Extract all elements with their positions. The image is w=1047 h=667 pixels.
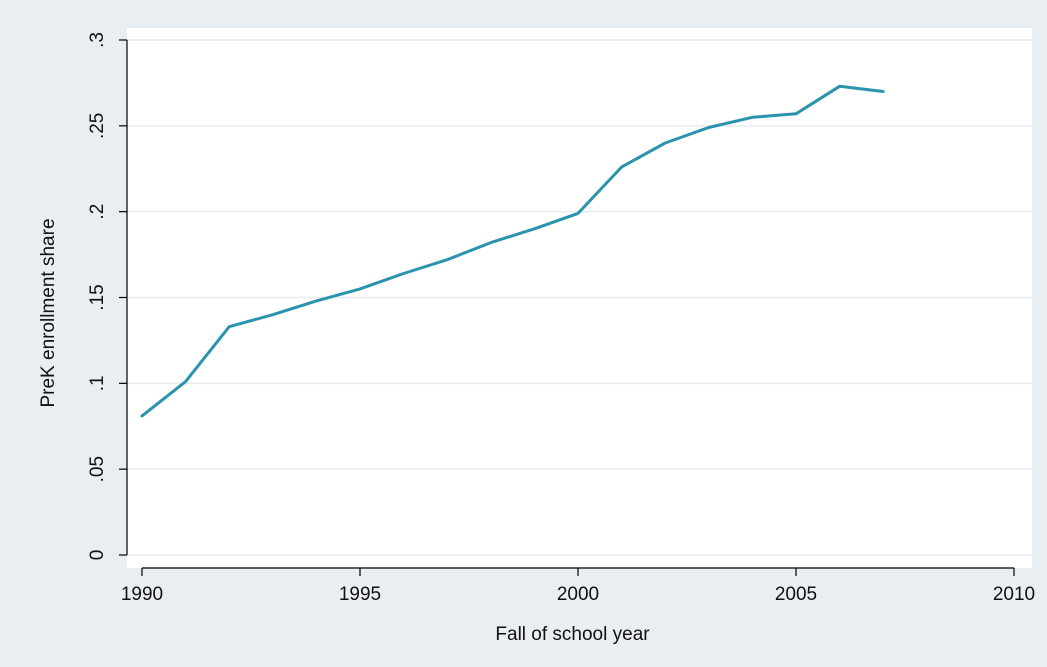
- x-tick-label: 1990: [121, 584, 163, 605]
- y-tick-label: .1: [87, 375, 108, 391]
- x-tick-label: 1995: [339, 584, 381, 605]
- x-tick-label: 2010: [993, 584, 1035, 605]
- y-tick-label: .15: [87, 284, 108, 310]
- gridlines: [127, 39, 1032, 556]
- series-line: [140, 84, 885, 418]
- x-tick-label: 2000: [557, 584, 599, 605]
- y-tick-label: .05: [87, 456, 108, 482]
- tick-labels: 0 .05 .1 .15 .2 .25 .3 1990 1995 2000 2005 2010: [87, 32, 1035, 605]
- y-tick-label: .2: [87, 204, 108, 220]
- x-tick-label: 2005: [775, 584, 817, 605]
- y-tick-label: 0: [87, 550, 108, 561]
- axes: [119, 39, 1015, 576]
- y-tick-label: .3: [87, 32, 108, 48]
- y-tick-label: .25: [87, 113, 108, 139]
- x-axis-title: Fall of school year: [495, 624, 650, 645]
- series-layer: [140, 84, 885, 418]
- y-axis-title: PreK enrollment share: [38, 218, 59, 407]
